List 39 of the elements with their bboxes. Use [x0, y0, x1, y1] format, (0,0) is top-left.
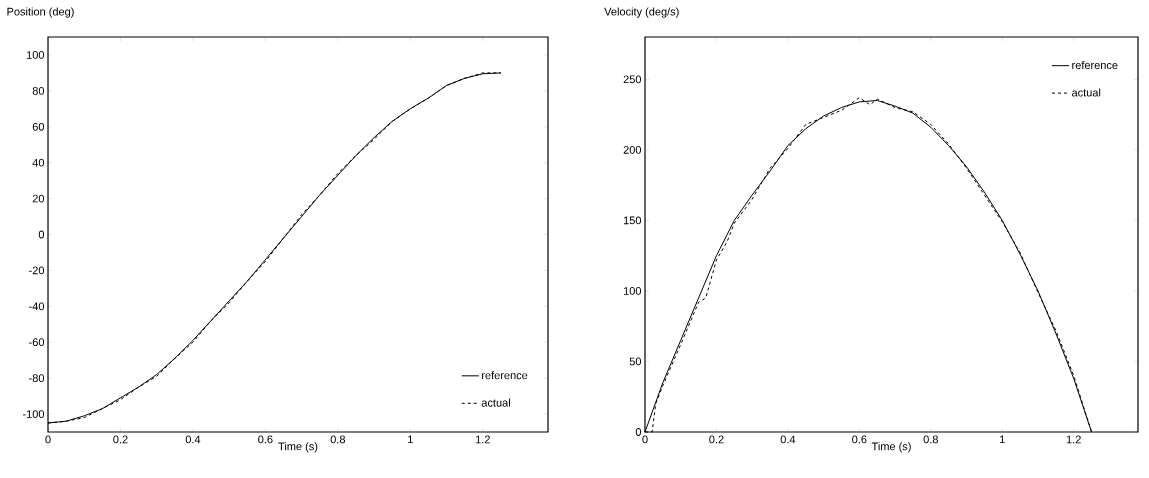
- x-tick-label: 0.2: [113, 435, 128, 444]
- y-tick-label: 20: [32, 194, 45, 203]
- x-tick-label: 0.2: [709, 435, 724, 444]
- x-tick-label: 0.4: [185, 435, 201, 444]
- legend-label: actual: [1072, 88, 1101, 97]
- x-axis-title: Time (s): [871, 442, 911, 453]
- x-tick-label: 0.8: [330, 435, 346, 444]
- x-tick-label: 1.2: [475, 435, 490, 444]
- y-tick-label: -60: [29, 338, 45, 347]
- x-tick-label: 1: [1000, 435, 1005, 444]
- y-tick-label: 100: [623, 287, 642, 295]
- y-tick-label: 80: [32, 86, 45, 95]
- x-tick-label: 1.2: [1066, 435, 1081, 444]
- y-tick-label: 250: [623, 75, 642, 84]
- legend-label: reference: [482, 371, 528, 380]
- x-tick-label: 0.6: [852, 435, 867, 444]
- y-tick-label: -20: [29, 266, 45, 275]
- y-tick-label: 150: [623, 216, 642, 225]
- y-axis-title: Velocity (deg/s): [604, 7, 679, 18]
- x-tick-label: 1: [408, 435, 413, 444]
- legend-label: actual: [481, 398, 510, 407]
- x-tick-label: 0.8: [923, 435, 938, 444]
- x-tick-label: 0: [45, 435, 51, 444]
- y-tick-label: 40: [32, 158, 45, 167]
- y-tick-label: 200: [623, 145, 642, 154]
- x-tick-label: 0.4: [780, 435, 796, 444]
- y-tick-label: 100: [26, 51, 45, 59]
- x-tick-label: 0.6: [258, 435, 273, 444]
- y-tick-label: -80: [29, 374, 45, 383]
- y-axis-title: Position (deg): [7, 7, 74, 18]
- y-tick-label: -100: [22, 410, 45, 418]
- x-tick-label: 0: [642, 435, 648, 444]
- y-tick-label: -40: [29, 302, 45, 311]
- y-tick-label: 50: [629, 357, 642, 366]
- y-tick-label: 0: [38, 230, 45, 239]
- legend-label: reference: [1072, 60, 1118, 70]
- y-tick-label: 60: [32, 122, 45, 131]
- y-tick-label: 0: [635, 428, 642, 436]
- x-axis-title: Time (s): [278, 442, 318, 453]
